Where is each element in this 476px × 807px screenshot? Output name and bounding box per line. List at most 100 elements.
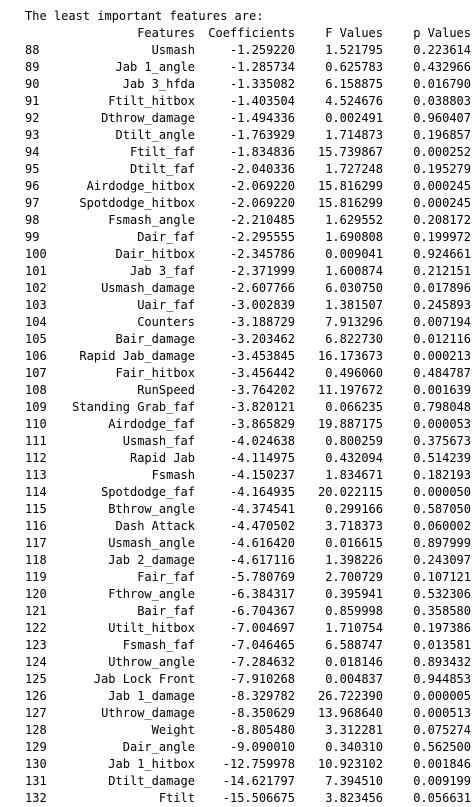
row-index: 96 xyxy=(25,179,40,193)
f-value: 19.887175 xyxy=(317,417,383,431)
table-row: 131 Dtilt_damage -14.621797 7.394510 0.00919… xyxy=(25,773,471,790)
coefficient-value: -4.114975 xyxy=(229,451,295,465)
table-row: 99 Dair_faf -2.295555 1.690808 0.199972 xyxy=(25,229,471,246)
table-row: 122 Utilt_hitbox -7.004697 1.710754 0.197386 xyxy=(25,620,471,637)
row-index: 129 xyxy=(25,740,47,754)
coefficient-value: -1.403504 xyxy=(229,94,295,108)
f-value: 1.600874 xyxy=(325,264,383,278)
feature-name: Jab 1_angle xyxy=(115,60,195,74)
coefficient-value: -3.456442 xyxy=(229,366,295,380)
feature-name: RunSpeed xyxy=(137,383,195,397)
f-value: 15.739867 xyxy=(317,145,383,159)
coefficient-value: -4.616420 xyxy=(229,536,295,550)
header-coefficients: Coefficients xyxy=(208,26,295,40)
feature-name: Bair_faf xyxy=(137,604,195,618)
notebook-output: The least important features are: Featur… xyxy=(25,8,471,807)
feature-name: Usmash xyxy=(151,43,195,57)
table-row: 89 Jab 1_angle -1.285734 0.625783 0.432966 xyxy=(25,59,471,76)
p-value: 0.358580 xyxy=(413,604,471,618)
table-row: 100 Dair_hitbox -2.345786 0.009041 0.924661 xyxy=(25,246,471,263)
f-value: 6.030750 xyxy=(325,281,383,295)
p-value: 0.195279 xyxy=(413,162,471,176)
f-value: 16.173673 xyxy=(317,349,383,363)
row-index: 117 xyxy=(25,536,47,550)
table-row: 129 Dair_angle -9.090010 0.340310 0.562500 xyxy=(25,739,471,756)
row-index: 104 xyxy=(25,315,47,329)
coefficient-value: -4.150237 xyxy=(229,468,295,482)
f-value: 10.923102 xyxy=(317,757,383,771)
f-value: 0.016615 xyxy=(325,536,383,550)
f-value: 0.496060 xyxy=(325,366,383,380)
f-value: 0.009041 xyxy=(325,247,383,261)
feature-name: Dthrow_damage xyxy=(101,111,195,125)
f-value: 1.690808 xyxy=(325,230,383,244)
coefficient-value: -8.805480 xyxy=(229,723,295,737)
feature-name: Spotdodge_faf xyxy=(101,485,195,499)
coefficient-value: -1.259220 xyxy=(229,43,295,57)
feature-name: Uair_faf xyxy=(137,298,195,312)
p-value: 0.012116 xyxy=(413,332,471,346)
feature-name: Standing Grab_faf xyxy=(72,400,195,414)
row-index: 109 xyxy=(25,400,47,414)
table-row: 104 Counters -3.188729 7.913296 0.007194 xyxy=(25,314,471,331)
row-index: 102 xyxy=(25,281,47,295)
coefficient-value: -3.820121 xyxy=(229,400,295,414)
row-index: 92 xyxy=(25,111,40,125)
row-index: 90 xyxy=(25,77,40,91)
header-f-values: F Values xyxy=(325,26,383,40)
table-row: 113 Fsmash -4.150237 1.834671 0.182193 xyxy=(25,467,471,484)
coefficient-value: -3.203462 xyxy=(229,332,295,346)
feature-name: Airdodge_faf xyxy=(108,417,195,431)
p-value: 0.197386 xyxy=(413,621,471,635)
f-value: 6.588747 xyxy=(325,638,383,652)
p-value: 0.532306 xyxy=(413,587,471,601)
p-value: 0.375673 xyxy=(413,434,471,448)
feature-name: Weight xyxy=(151,723,195,737)
p-value: 0.000245 xyxy=(413,196,471,210)
f-value: 15.816299 xyxy=(317,179,383,193)
row-index: 101 xyxy=(25,264,47,278)
p-value: 0.060002 xyxy=(413,519,471,533)
table-row: 125 Jab Lock Front -7.910268 0.004837 0.9448… xyxy=(25,671,471,688)
p-value: 0.196857 xyxy=(413,128,471,142)
p-value: 0.000213 xyxy=(413,349,471,363)
header-index xyxy=(25,25,57,42)
row-index: 124 xyxy=(25,655,47,669)
f-value: 1.398226 xyxy=(325,553,383,567)
coefficient-value: -4.374541 xyxy=(229,502,295,516)
row-index: 128 xyxy=(25,723,47,737)
f-value: 3.823456 xyxy=(325,791,383,805)
p-value: 0.000245 xyxy=(413,179,471,193)
row-index: 97 xyxy=(25,196,40,210)
f-value: 13.968640 xyxy=(317,706,383,720)
feature-name: Fthrow_angle xyxy=(108,587,195,601)
feature-name: Counters xyxy=(137,315,195,329)
table-row: 121 Bair_faf -6.704367 0.859998 0.358580 xyxy=(25,603,471,620)
table-row: 115 Bthrow_angle -4.374541 0.299166 0.587050 xyxy=(25,501,471,518)
feature-name: Dtilt_faf xyxy=(129,162,195,176)
row-index: 116 xyxy=(25,519,47,533)
feature-name: Bair_damage xyxy=(115,332,195,346)
p-value: 0.199972 xyxy=(413,230,471,244)
coefficient-value: -6.384317 xyxy=(229,587,295,601)
feature-name: Jab Lock Front xyxy=(93,672,195,686)
row-index: 131 xyxy=(25,774,47,788)
feature-name: Uthrow_damage xyxy=(101,706,195,720)
p-value: 0.245893 xyxy=(413,298,471,312)
p-value: 0.212151 xyxy=(413,264,471,278)
feature-name: Fair_faf xyxy=(137,570,195,584)
feature-name: Dair_angle xyxy=(122,740,195,754)
table-row: 94 Ftilt_faf -1.834836 15.739867 0.000252 xyxy=(25,144,471,161)
f-value: 1.521795 xyxy=(325,43,383,57)
row-index: 100 xyxy=(25,247,47,261)
f-value: 0.340310 xyxy=(325,740,383,754)
f-value: 0.800259 xyxy=(325,434,383,448)
p-value: 0.000050 xyxy=(413,485,471,499)
p-value: 0.514239 xyxy=(413,451,471,465)
f-value: 3.312281 xyxy=(325,723,383,737)
row-index: 107 xyxy=(25,366,47,380)
coefficient-value: -15.506675 xyxy=(222,791,295,805)
row-index: 112 xyxy=(25,451,47,465)
row-index: 126 xyxy=(25,689,47,703)
coefficient-value: -2.607766 xyxy=(229,281,295,295)
